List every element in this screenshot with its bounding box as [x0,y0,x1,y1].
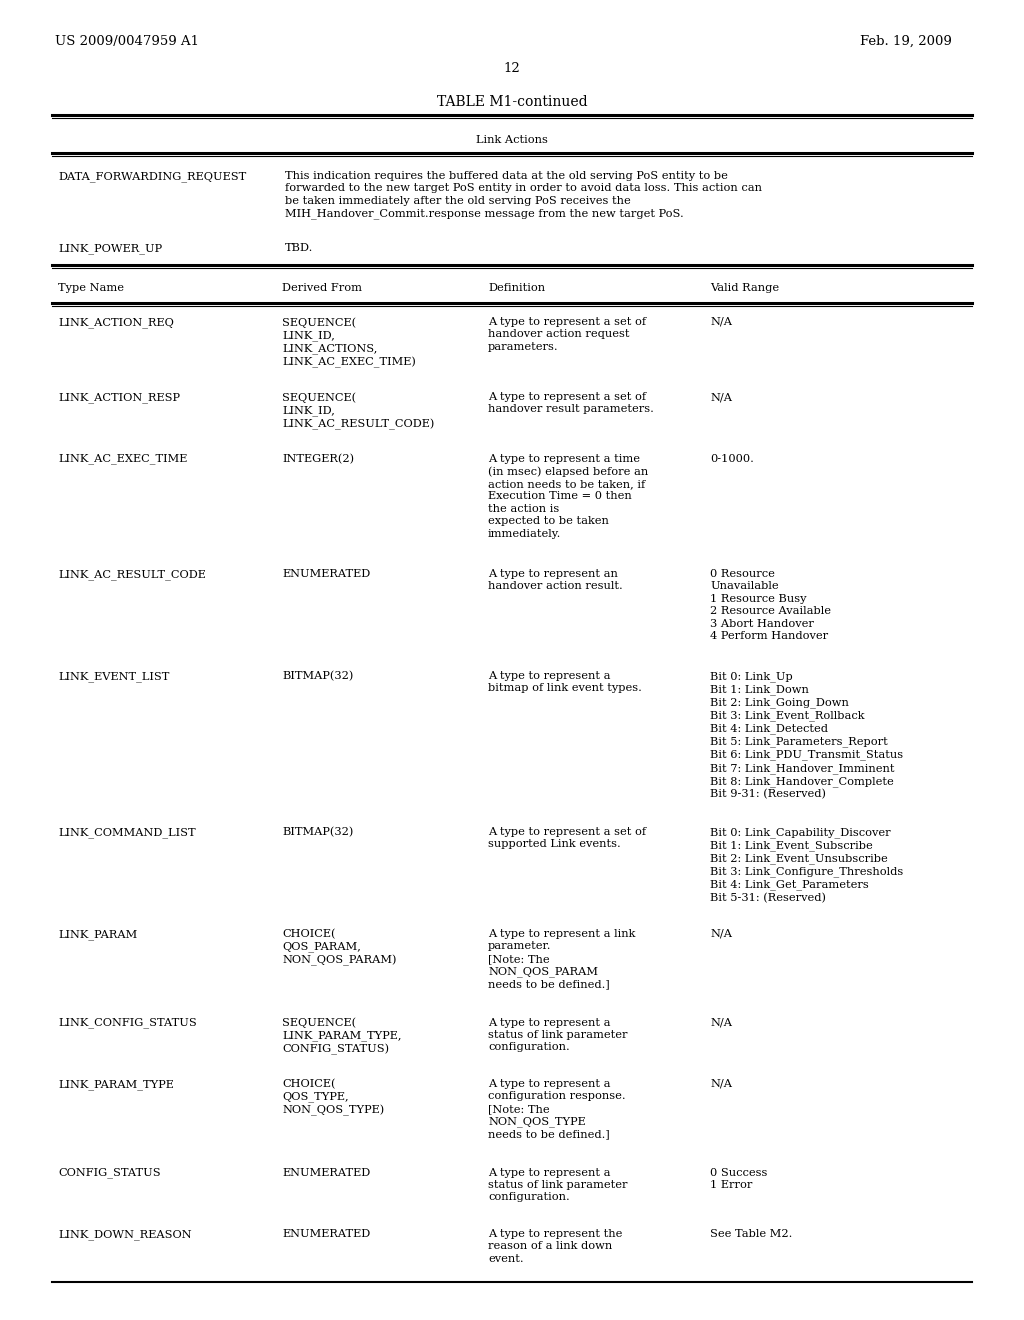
Text: Type Name: Type Name [58,282,124,293]
Text: LINK_COMMAND_LIST: LINK_COMMAND_LIST [58,828,196,838]
Text: SEQUENCE(
LINK_PARAM_TYPE,
CONFIG_STATUS): SEQUENCE( LINK_PARAM_TYPE, CONFIG_STATUS… [282,1018,401,1055]
Text: CHOICE(
QOS_TYPE,
NON_QOS_TYPE): CHOICE( QOS_TYPE, NON_QOS_TYPE) [282,1078,384,1117]
Text: 0 Success
1 Error: 0 Success 1 Error [710,1167,767,1189]
Text: Feb. 19, 2009: Feb. 19, 2009 [860,36,952,48]
Text: A type to represent an
handover action result.: A type to represent an handover action r… [488,569,623,591]
Text: ENUMERATED: ENUMERATED [282,569,371,579]
Text: 0 Resource
Unavailable
1 Resource Busy
2 Resource Available
3 Abort Handover
4 P: 0 Resource Unavailable 1 Resource Busy 2… [710,569,831,642]
Text: 0-1000.: 0-1000. [710,454,754,463]
Text: A type to represent a set of
handover action request
parameters.: A type to represent a set of handover ac… [488,317,646,352]
Text: Bit 0: Link_Up
Bit 1: Link_Down
Bit 2: Link_Going_Down
Bit 3: Link_Event_Rollbac: Bit 0: Link_Up Bit 1: Link_Down Bit 2: L… [710,671,903,800]
Text: See Table M2.: See Table M2. [710,1229,793,1239]
Text: LINK_PARAM: LINK_PARAM [58,929,137,940]
Text: LINK_AC_EXEC_TIME: LINK_AC_EXEC_TIME [58,454,187,465]
Text: ENUMERATED: ENUMERATED [282,1167,371,1177]
Text: Derived From: Derived From [282,282,362,293]
Text: DATA_FORWARDING_REQUEST: DATA_FORWARDING_REQUEST [58,172,246,182]
Text: LINK_ACTION_REQ: LINK_ACTION_REQ [58,317,174,327]
Text: TBD.: TBD. [285,243,313,253]
Text: LINK_AC_RESULT_CODE: LINK_AC_RESULT_CODE [58,569,206,579]
Text: N/A: N/A [710,392,732,403]
Text: A type to represent a
bitmap of link event types.: A type to represent a bitmap of link eve… [488,671,642,693]
Text: BITMAP(32): BITMAP(32) [282,671,353,681]
Text: CONFIG_STATUS: CONFIG_STATUS [58,1167,161,1179]
Text: A type to represent a
status of link parameter
configuration.: A type to represent a status of link par… [488,1018,628,1052]
Text: A type to represent a link
parameter.
[Note: The
NON_QOS_PARAM
needs to be defin: A type to represent a link parameter. [N… [488,929,635,989]
Text: LINK_PARAM_TYPE: LINK_PARAM_TYPE [58,1078,174,1090]
Text: US 2009/0047959 A1: US 2009/0047959 A1 [55,36,199,48]
Text: N/A: N/A [710,1018,732,1027]
Text: ENUMERATED: ENUMERATED [282,1229,371,1239]
Text: A type to represent a set of
handover result parameters.: A type to represent a set of handover re… [488,392,654,414]
Text: BITMAP(32): BITMAP(32) [282,828,353,837]
Text: A type to represent a time
(in msec) elapsed before an
action needs to be taken,: A type to represent a time (in msec) ela… [488,454,648,539]
Text: LINK_CONFIG_STATUS: LINK_CONFIG_STATUS [58,1018,197,1028]
Text: A type to represent the
reason of a link down
event.: A type to represent the reason of a link… [488,1229,623,1263]
Text: This indication requires the buffered data at the old serving PoS entity to be
f: This indication requires the buffered da… [285,172,762,219]
Text: A type to represent a
configuration response.
[Note: The
NON_QOS_TYPE
needs to b: A type to represent a configuration resp… [488,1078,626,1139]
Text: LINK_EVENT_LIST: LINK_EVENT_LIST [58,671,169,681]
Text: LINK_POWER_UP: LINK_POWER_UP [58,243,162,253]
Text: SEQUENCE(
LINK_ID,
LINK_ACTIONS,
LINK_AC_EXEC_TIME): SEQUENCE( LINK_ID, LINK_ACTIONS, LINK_AC… [282,317,416,368]
Text: LINK_ACTION_RESP: LINK_ACTION_RESP [58,392,180,403]
Text: A type to represent a set of
supported Link events.: A type to represent a set of supported L… [488,828,646,849]
Text: N/A: N/A [710,1078,732,1089]
Text: CHOICE(
QOS_PARAM,
NON_QOS_PARAM): CHOICE( QOS_PARAM, NON_QOS_PARAM) [282,929,396,966]
Text: Definition: Definition [488,282,545,293]
Text: Valid Range: Valid Range [710,282,779,293]
Text: Bit 0: Link_Capability_Discover
Bit 1: Link_Event_Subscribe
Bit 2: Link_Event_Un: Bit 0: Link_Capability_Discover Bit 1: L… [710,828,903,903]
Text: N/A: N/A [710,929,732,939]
Text: TABLE M1-continued: TABLE M1-continued [436,95,588,110]
Text: Link Actions: Link Actions [476,135,548,145]
Text: SEQUENCE(
LINK_ID,
LINK_AC_RESULT_CODE): SEQUENCE( LINK_ID, LINK_AC_RESULT_CODE) [282,392,434,429]
Text: 12: 12 [504,62,520,75]
Text: N/A: N/A [710,317,732,327]
Text: LINK_DOWN_REASON: LINK_DOWN_REASON [58,1229,191,1239]
Text: A type to represent a
status of link parameter
configuration.: A type to represent a status of link par… [488,1167,628,1203]
Text: INTEGER(2): INTEGER(2) [282,454,354,463]
